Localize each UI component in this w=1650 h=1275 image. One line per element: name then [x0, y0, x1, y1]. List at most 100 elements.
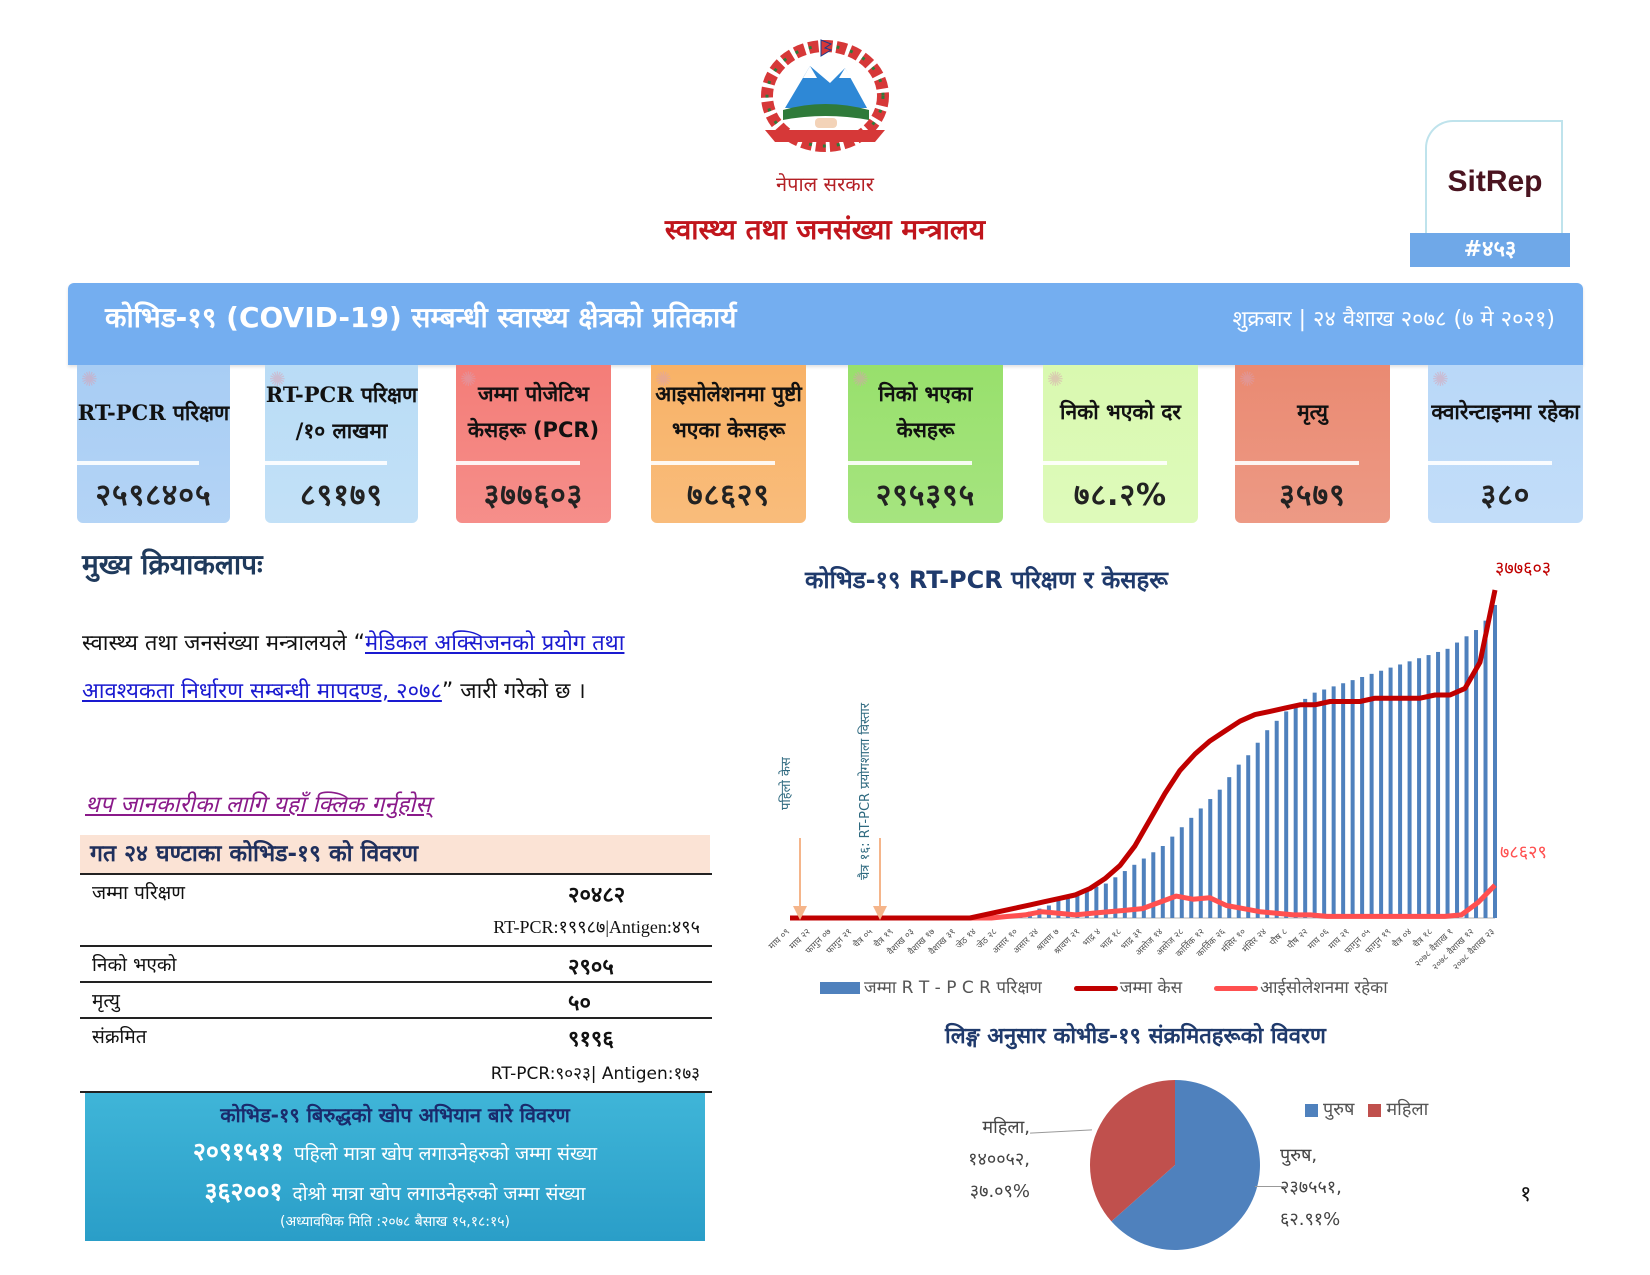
lab-expansion-annotation: चैत्र १६: RT-PCR प्रयोगशाला विस्तार	[858, 702, 873, 880]
virus-icon: ✺	[1432, 367, 1449, 391]
svg-text:चैत्र ०५: चैत्र ०५	[850, 925, 875, 950]
table-row: निको भएको २९०५	[80, 945, 712, 981]
pie-slice-male	[1111, 1080, 1260, 1250]
vaccine-title: कोभिड-१९ बिरुद्धको खोप अभियान बारे विवरण	[220, 1103, 570, 1127]
female-swatch-icon	[1368, 1103, 1382, 1117]
nepal-emblem-icon	[761, 39, 889, 152]
divider	[1235, 461, 1359, 465]
virus-icon: ✺	[269, 367, 286, 391]
virus-icon: ✺	[655, 367, 672, 391]
activities-paragraph: स्वास्थ्य तथा जनसंख्या मन्त्रालयले “मेडि…	[82, 620, 672, 716]
stat-label: निको भएको दर	[1060, 400, 1181, 425]
stat-card: ✺ आइसोलेशनमा पुष्टी भएका केसहरू ७८६२९	[651, 365, 806, 523]
last-24h-heading: गत २४ घण्टाका कोभिड-१९ को विवरण	[80, 835, 710, 873]
row-label: संक्रमित	[92, 1026, 147, 1048]
row-value: २०४८२	[568, 883, 626, 908]
row-label: जम्मा परिक्षण	[92, 882, 185, 904]
total-cases-end-label: ३७७६०३	[1495, 558, 1552, 579]
stat-value: ३८०	[1480, 478, 1531, 513]
stat-card: ✺ क्वारेन्टाइनमा रहेका ३८०	[1428, 365, 1583, 523]
virus-icon: ✺	[1047, 367, 1064, 391]
row-value: ९१९६	[568, 1027, 614, 1052]
svg-text:भाद्र १८: भाद्र १८	[1099, 927, 1124, 952]
divider	[1428, 461, 1552, 465]
male-data-label: पुरुष, २३७५५१, ६२.९१%	[1280, 1145, 1342, 1230]
female-data-label: महिला, १४००५२, ३७.०९%	[968, 1117, 1030, 1202]
stat-card: ✺ RT-PCR परिक्षण /१० लाखमा ८९१७९	[265, 365, 418, 523]
row-subvalue: RT-PCR:९०२३| Antigen:१७३	[490, 1064, 700, 1084]
table-row: मृत्यु ५०	[80, 981, 712, 1017]
pie-legend: पुरुष महिला	[1305, 1097, 1428, 1121]
divider	[265, 461, 388, 465]
table-row: संक्रमित ९१९६ RT-PCR:९०२३| Antigen:१७३	[80, 1017, 712, 1093]
first-case-annotation: पहिलो केस	[779, 757, 794, 810]
vaccine-summary: कोभिड-१९ बिरुद्धको खोप अभियान बारे विवरण…	[85, 1093, 705, 1241]
oxygen-guideline-link[interactable]: मेडिकल अक्सिजनको प्रयोग तथा आवश्यकता निर…	[82, 631, 625, 704]
stat-value: ३५७९	[1279, 478, 1346, 513]
line-swatch-icon	[1214, 985, 1259, 991]
legend-item-isolation: आईसोलेशनमा रहेका	[1214, 975, 1388, 998]
male-swatch-icon	[1305, 1103, 1318, 1117]
activity-text-before: स्वास्थ्य तथा जनसंख्या मन्त्रालयले “	[82, 631, 365, 656]
virus-icon: ✺	[81, 367, 98, 391]
row-label: मृत्यु	[92, 990, 120, 1012]
male-leader-line	[1255, 1186, 1287, 1187]
pie-chart-title: लिङ्ग अनुसार कोभीड-१९ संक्रमितहरूको विवर…	[945, 1024, 1326, 1049]
vaccine-updated-date: (अध्यावधिक मिति :२०७८ बैसाख १५,१८:१५)	[279, 1214, 511, 1230]
virus-icon: ✺	[1239, 367, 1256, 391]
divider	[848, 461, 972, 465]
legend-item-tests: जम्मा R T - P C R परिक्षण	[820, 975, 1042, 998]
stat-label: मृत्यु	[1297, 400, 1328, 425]
stat-card: ✺ जम्मा पोजेटिभ केसहरू (PCR) ३७७६०३	[456, 365, 611, 523]
ministry-name: स्वास्थ्य तथा जनसंख्या मन्त्रालय	[664, 213, 986, 246]
stat-label: क्वारेन्टाइनमा रहेका	[1431, 400, 1580, 425]
second-dose-line: ३६२००१ दोश्रो मात्रा खोप लगाउनेहरुको जम्म…	[85, 1174, 705, 1208]
legend-female: महिला	[1368, 1097, 1428, 1121]
svg-text:चैत्र ०४: चैत्र ०४	[1389, 925, 1414, 950]
female-leader-line	[1030, 1129, 1092, 1134]
stat-value: ८९१७९	[300, 478, 383, 513]
divider	[77, 461, 200, 465]
svg-text:माघ ०६: माघ ०६	[1306, 927, 1331, 952]
stat-card: ✺ मृत्यु ३५७९	[1235, 365, 1390, 523]
stat-label: जम्मा पोजेटिभ केसहरू (PCR)	[467, 382, 600, 442]
first-dose-line: २०९१५११ पहिलो मात्रा खोप लगाउनेहरुको जम्म…	[85, 1134, 705, 1168]
stat-value: ७८.२%	[1073, 478, 1168, 513]
gender-pie-chart	[1089, 1080, 1260, 1250]
banner-title: कोभिड-१९ (COVID-19) सम्बन्धी स्वास्थ्य क…	[105, 301, 737, 334]
legend-male: पुरुष	[1305, 1097, 1354, 1121]
row-label: निको भएको	[92, 954, 177, 976]
stat-value: २९५३९५	[875, 478, 976, 513]
stat-value: २५९८४०५	[95, 478, 212, 513]
title-banner	[68, 283, 1583, 365]
virus-icon: ✺	[460, 367, 477, 391]
more-info-link[interactable]: थप जानकारीका लागि यहाँ क्लिक गर्नुहोस्	[85, 792, 431, 818]
last-24h-table: जम्मा परिक्षण २०४८२ RT-PCR:१९९८७|Antigen…	[80, 873, 712, 1093]
activity-text-after: ” जारी गरेको छ ।	[441, 679, 586, 704]
first-dose-label: पहिलो मात्रा खोप लगाउनेहरुको जम्मा संख्य…	[293, 1143, 598, 1165]
stat-card: ✺ निको भएको दर ७८.२%	[1043, 365, 1198, 523]
government-name: नेपाल सरकार	[776, 172, 874, 196]
first-dose-value: २०९१५११	[192, 1137, 284, 1166]
stat-label: निको भएका केसहरू	[878, 382, 973, 442]
table-row: जम्मा परिक्षण २०४८२ RT-PCR:१९९८७|Antigen…	[80, 873, 712, 945]
stat-value: ३७७६०३	[483, 478, 584, 513]
virus-icon: ✺	[852, 367, 869, 391]
sitrep-number: #४५३	[1410, 233, 1570, 267]
second-dose-label: दोश्रो मात्रा खोप लगाउनेहरुको जम्मा संख्…	[292, 1183, 586, 1205]
trend-chart-title: कोभिड-१९ RT-PCR परिक्षण र केसहरू	[805, 566, 1168, 594]
page-number: १	[1520, 1182, 1532, 1207]
stat-card: ✺ RT-PCR परिक्षण २५९८४०५	[77, 365, 230, 523]
svg-text:माघ ०९: माघ ०९	[767, 927, 792, 952]
trend-chart: माघ ०९माघ २२फागुन ०७फागुन २१चैत्र ०५चैत्…	[767, 589, 1498, 973]
row-value: ५०	[568, 991, 591, 1016]
stat-label: आइसोलेशनमा पुष्टी भएका केसहरू	[655, 382, 802, 442]
second-dose-value: ३६२००१	[204, 1177, 283, 1206]
trend-chart-legend: जम्मा R T - P C R परिक्षण जम्मा केस आईसो…	[820, 975, 1388, 998]
activities-heading: मुख्य क्रियाकलापः	[82, 548, 263, 581]
stat-value: ७८६२९	[687, 478, 770, 513]
bar-swatch-icon	[820, 982, 860, 994]
banner-date: शुक्रबार | २४ वैशाख २०७८ (७ मे २०२१)	[1232, 307, 1555, 332]
stat-label: RT-PCR परिक्षण	[77, 400, 230, 426]
row-value: २९०५	[568, 955, 614, 980]
